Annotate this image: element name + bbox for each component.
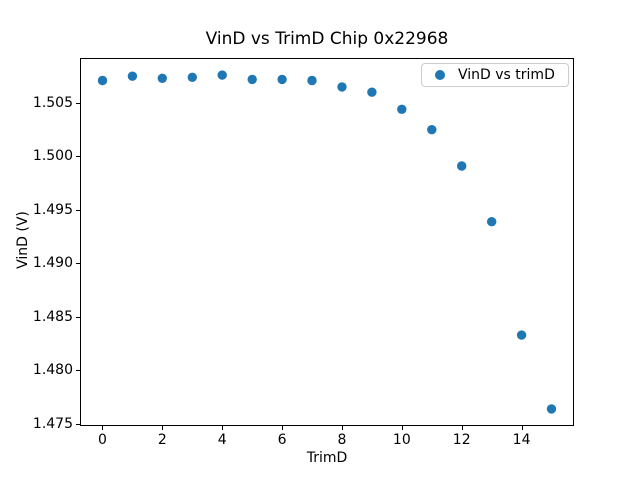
y-tick-mark: [76, 423, 80, 425]
y-tick-label: 1.480: [32, 362, 73, 379]
x-tick-label: 0: [97, 432, 107, 448]
legend-label: VinD vs trimD: [458, 67, 555, 83]
x-tick-mark: [401, 426, 403, 430]
data-point: [427, 125, 437, 135]
y-tick-label: 1.485: [32, 308, 73, 325]
x-tick-mark: [521, 426, 523, 430]
scatter-points: [97, 70, 557, 414]
y-tick-mark: [76, 156, 80, 158]
x-axis-label: TrimD: [306, 450, 348, 466]
y-tick-mark: [76, 102, 80, 104]
data-point: [367, 87, 377, 97]
legend: VinD vs trimD: [421, 63, 569, 87]
data-point: [157, 73, 167, 83]
x-tick-label: 10: [392, 432, 411, 448]
x-tick-label: 12: [452, 432, 471, 448]
plot-area: VinD vs trimD: [80, 58, 574, 426]
y-tick-label: 1.490: [32, 255, 73, 272]
data-point: [277, 74, 287, 85]
data-point: [397, 104, 407, 114]
data-point: [457, 161, 467, 171]
y-tick-label: 1.500: [32, 148, 73, 165]
y-tick-mark: [76, 209, 80, 211]
y-tick-label: 1.495: [32, 201, 73, 218]
x-tick-label: 4: [217, 432, 227, 448]
y-tick-mark: [76, 370, 80, 372]
y-tick-label: 1.475: [32, 415, 73, 432]
x-tick-label: 8: [337, 432, 347, 448]
data-point: [187, 72, 197, 82]
x-tick-mark: [162, 426, 164, 430]
data-point: [546, 404, 557, 414]
data-point: [97, 75, 108, 86]
legend-marker-icon: [435, 70, 445, 80]
data-point: [337, 82, 347, 92]
y-tick-mark: [76, 316, 80, 318]
y-tick-mark: [76, 263, 80, 265]
chart-title: VinD vs TrimD Chip 0x22968: [205, 29, 449, 49]
x-tick-label: 2: [157, 432, 167, 448]
data-point: [127, 71, 138, 81]
y-tick-label: 1.505: [32, 94, 73, 111]
data-point: [247, 74, 257, 85]
x-tick-mark: [282, 426, 284, 430]
data-point: [516, 330, 527, 340]
x-tick-mark: [461, 426, 463, 430]
data-point: [307, 75, 317, 86]
x-tick-label: 14: [512, 432, 531, 448]
x-tick-mark: [222, 426, 224, 430]
data-point: [487, 217, 497, 227]
data-point: [217, 70, 227, 80]
x-tick-mark: [341, 426, 343, 430]
x-tick-mark: [102, 426, 104, 430]
x-tick-label: 6: [277, 432, 287, 448]
